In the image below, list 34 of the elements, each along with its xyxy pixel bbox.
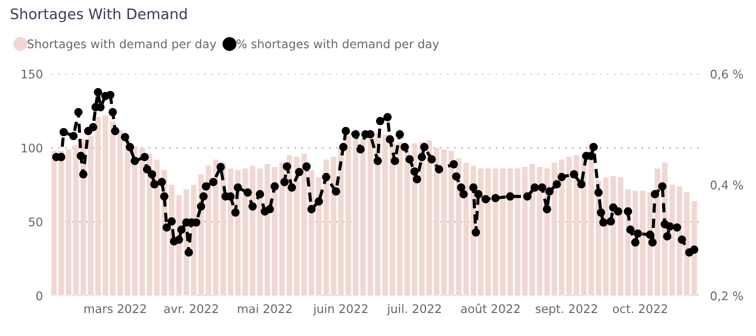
x-tick-label: oct. 2022 <box>612 304 667 314</box>
bar <box>102 115 108 296</box>
bar <box>397 142 402 296</box>
y-tick-label: 50 <box>28 217 42 226</box>
bar <box>58 150 64 296</box>
legend-label: Shortages with demand per day <box>28 39 216 51</box>
bar <box>272 167 278 296</box>
bar <box>640 190 646 296</box>
x-tick-label: août 2022 <box>461 304 520 314</box>
y2-tick-label: 0,6 % <box>710 70 743 80</box>
x-tick-label: mai 2022 <box>238 304 292 314</box>
bar <box>250 166 256 296</box>
bar <box>508 168 513 296</box>
bar <box>316 177 322 296</box>
bar <box>559 160 564 296</box>
y2-tick-label: 0,4 % <box>710 180 743 191</box>
bar <box>441 149 447 296</box>
x-tick-label: sept. 2022 <box>536 304 597 316</box>
bar <box>323 160 329 296</box>
x-tick-label: avr. 2022 <box>164 304 218 314</box>
y2-tick-label: 0,2 % <box>710 291 743 302</box>
x-tick-label: juil. 2022 <box>386 304 441 316</box>
bar <box>132 146 138 296</box>
chart-title: Shortages With Demand <box>10 8 187 22</box>
bar <box>500 168 506 296</box>
legend-label: % shortages with demand per day <box>236 39 439 51</box>
x-tick-label: mars 2022 <box>84 304 146 314</box>
bar <box>692 201 697 296</box>
y-tick-label: 150 <box>22 70 42 79</box>
y-tick-label: 0 <box>36 291 42 300</box>
x-tick-label: juin 2022 <box>313 304 368 316</box>
y-tick-label: 100 <box>22 144 42 152</box>
bar <box>117 130 123 296</box>
bar <box>95 116 101 296</box>
